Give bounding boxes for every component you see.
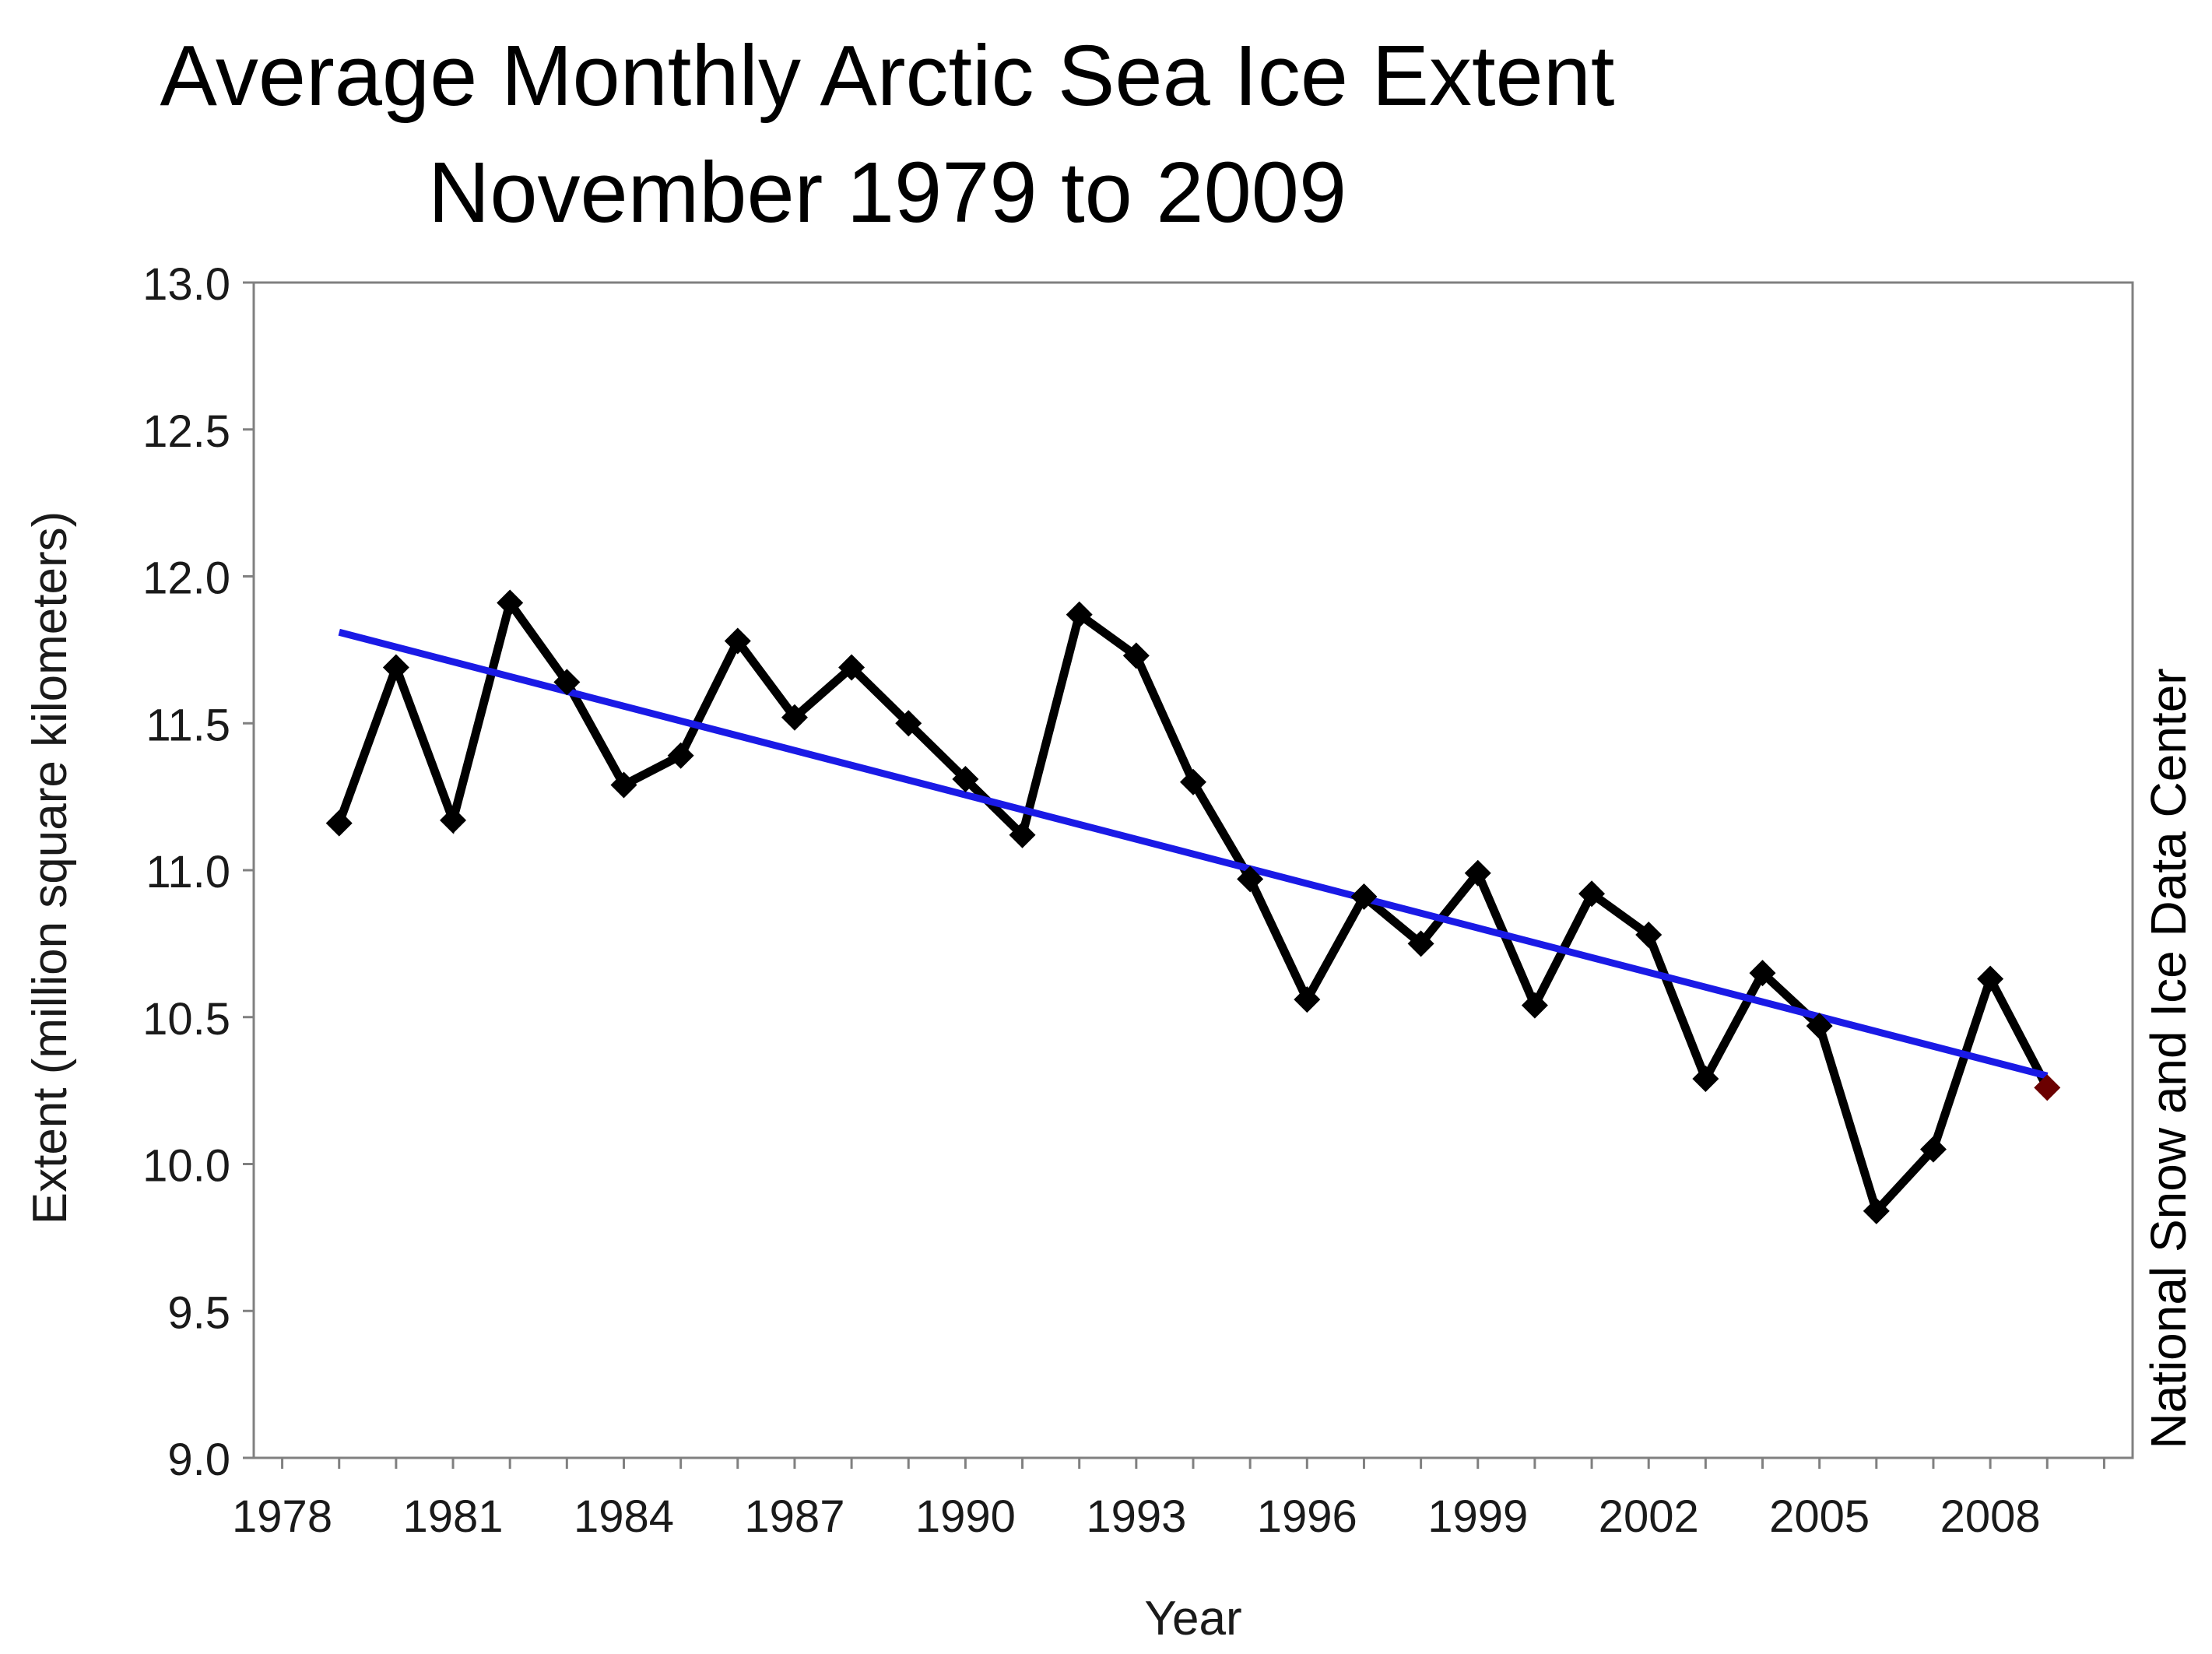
y-tick-label: 11.0 bbox=[146, 847, 230, 897]
data-point-highlight bbox=[2034, 1074, 2061, 1101]
data-point bbox=[781, 704, 808, 731]
data-point bbox=[1749, 960, 1776, 987]
data-point bbox=[952, 765, 979, 792]
data-point bbox=[1180, 768, 1206, 795]
trend-line bbox=[338, 628, 2049, 1080]
x-tick-label: 1984 bbox=[574, 1491, 674, 1542]
y-axis: 9.0 9.5 10.0 10.5 11.0 11.5 12.0 12.5 13.0 bbox=[142, 259, 254, 1485]
data-point bbox=[553, 669, 581, 696]
x-tick-label: 2005 bbox=[1769, 1491, 1870, 1542]
chart-subtitle: November 1979 to 2009 bbox=[428, 145, 1347, 241]
data-point bbox=[1237, 866, 1264, 893]
x-tick-label: 1993 bbox=[1086, 1491, 1186, 1542]
data-point bbox=[1692, 1066, 1719, 1093]
x-tick-label: 1990 bbox=[915, 1491, 1016, 1542]
data-point bbox=[1464, 859, 1491, 887]
data-point bbox=[497, 589, 524, 616]
y-tick-label: 9.0 bbox=[167, 1435, 230, 1485]
data-point bbox=[440, 806, 467, 834]
chart-title: Average Monthly Arctic Sea Ice Extent bbox=[160, 28, 1615, 124]
data-point bbox=[1578, 880, 1606, 908]
data-point bbox=[724, 627, 751, 655]
data-point bbox=[838, 654, 865, 681]
x-tick-label: 1978 bbox=[232, 1491, 332, 1542]
x-tick-label: 2008 bbox=[1940, 1491, 2041, 1542]
x-axis: 1978 1981 1984 1987 1990 1993 1996 1999 2002 2005… bbox=[232, 1458, 2105, 1542]
credit-label: National Snow and Ice Data Center bbox=[2140, 668, 2196, 1449]
data-point bbox=[1009, 821, 1036, 848]
y-axis-label: Extent (million square kilometers) bbox=[23, 511, 77, 1225]
data-point bbox=[1806, 1013, 1833, 1040]
y-tick-label: 11.5 bbox=[146, 700, 230, 750]
x-axis-label: Year bbox=[1144, 1592, 1241, 1645]
data-point bbox=[1863, 1197, 1890, 1224]
x-tick-label: 1981 bbox=[403, 1491, 504, 1542]
y-tick-label: 12.5 bbox=[142, 406, 230, 457]
y-tick-label: 13.0 bbox=[142, 259, 230, 310]
y-tick-label: 9.5 bbox=[167, 1287, 230, 1338]
data-point bbox=[325, 809, 353, 837]
x-tick-label: 1987 bbox=[744, 1491, 844, 1542]
data-point bbox=[1635, 922, 1663, 949]
data-point bbox=[1350, 883, 1378, 910]
y-tick-label: 10.0 bbox=[142, 1141, 230, 1192]
data-point bbox=[895, 710, 922, 737]
data-point bbox=[667, 742, 694, 769]
x-tick-label: 2002 bbox=[1599, 1491, 1699, 1542]
y-tick-label: 12.0 bbox=[142, 553, 230, 604]
data-point bbox=[1919, 1136, 1947, 1163]
data-point bbox=[1977, 965, 2004, 992]
y-tick-label: 10.5 bbox=[142, 994, 230, 1045]
x-tick-label: 1999 bbox=[1427, 1491, 1528, 1542]
series-layer bbox=[325, 589, 2061, 1224]
data-point bbox=[382, 654, 409, 681]
data-point bbox=[1122, 642, 1150, 669]
data-point bbox=[610, 771, 637, 799]
data-point bbox=[1066, 601, 1093, 628]
x-tick-label: 1996 bbox=[1257, 1491, 1357, 1542]
data-point bbox=[1294, 986, 1321, 1013]
data-point bbox=[1407, 930, 1434, 957]
data-point bbox=[1521, 992, 1548, 1019]
